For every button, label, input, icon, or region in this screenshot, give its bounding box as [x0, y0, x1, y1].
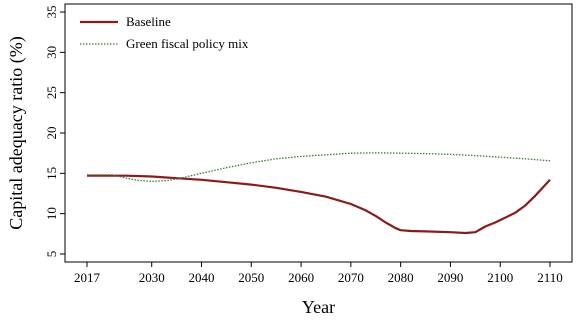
- series-lines: [87, 152, 551, 235]
- series-line-2: [87, 152, 551, 183]
- x-tick-label: 2030: [139, 270, 165, 285]
- x-tick-label: 2040: [189, 270, 215, 285]
- axes: 2017 2030 2040 2050 2060 2070 2080 2090 2100 2110…: [44, 3, 573, 285]
- y-axis-label: Capital adequacy ratio (%): [6, 36, 27, 229]
- legend: Baseline Green fiscal policy mix: [80, 14, 249, 51]
- y-tick-label: 30: [44, 46, 59, 59]
- x-tick-label: 2080: [388, 270, 414, 285]
- x-tick-label: 2100: [487, 270, 513, 285]
- x-tick-label: 2090: [437, 270, 463, 285]
- x-tick-label: 2060: [288, 270, 314, 285]
- x-tick-label: 2017: [74, 270, 101, 285]
- y-tick-label: 15: [44, 167, 59, 180]
- legend-label-2: Green fiscal policy mix: [126, 36, 249, 51]
- x-tick-label: 2110: [537, 270, 563, 285]
- y-tick-label: 20: [44, 127, 59, 140]
- y-tick-label: 35: [44, 6, 59, 19]
- x-tick-label: 2070: [338, 270, 364, 285]
- series-line-1: [87, 174, 551, 235]
- x-tick-label: 2050: [238, 270, 264, 285]
- y-tick-label: 5: [44, 251, 59, 258]
- legend-label-1: Baseline: [126, 14, 171, 29]
- x-axis-label: Year: [302, 297, 335, 317]
- y-tick-label: 10: [44, 207, 59, 220]
- y-tick-label: 25: [44, 86, 59, 99]
